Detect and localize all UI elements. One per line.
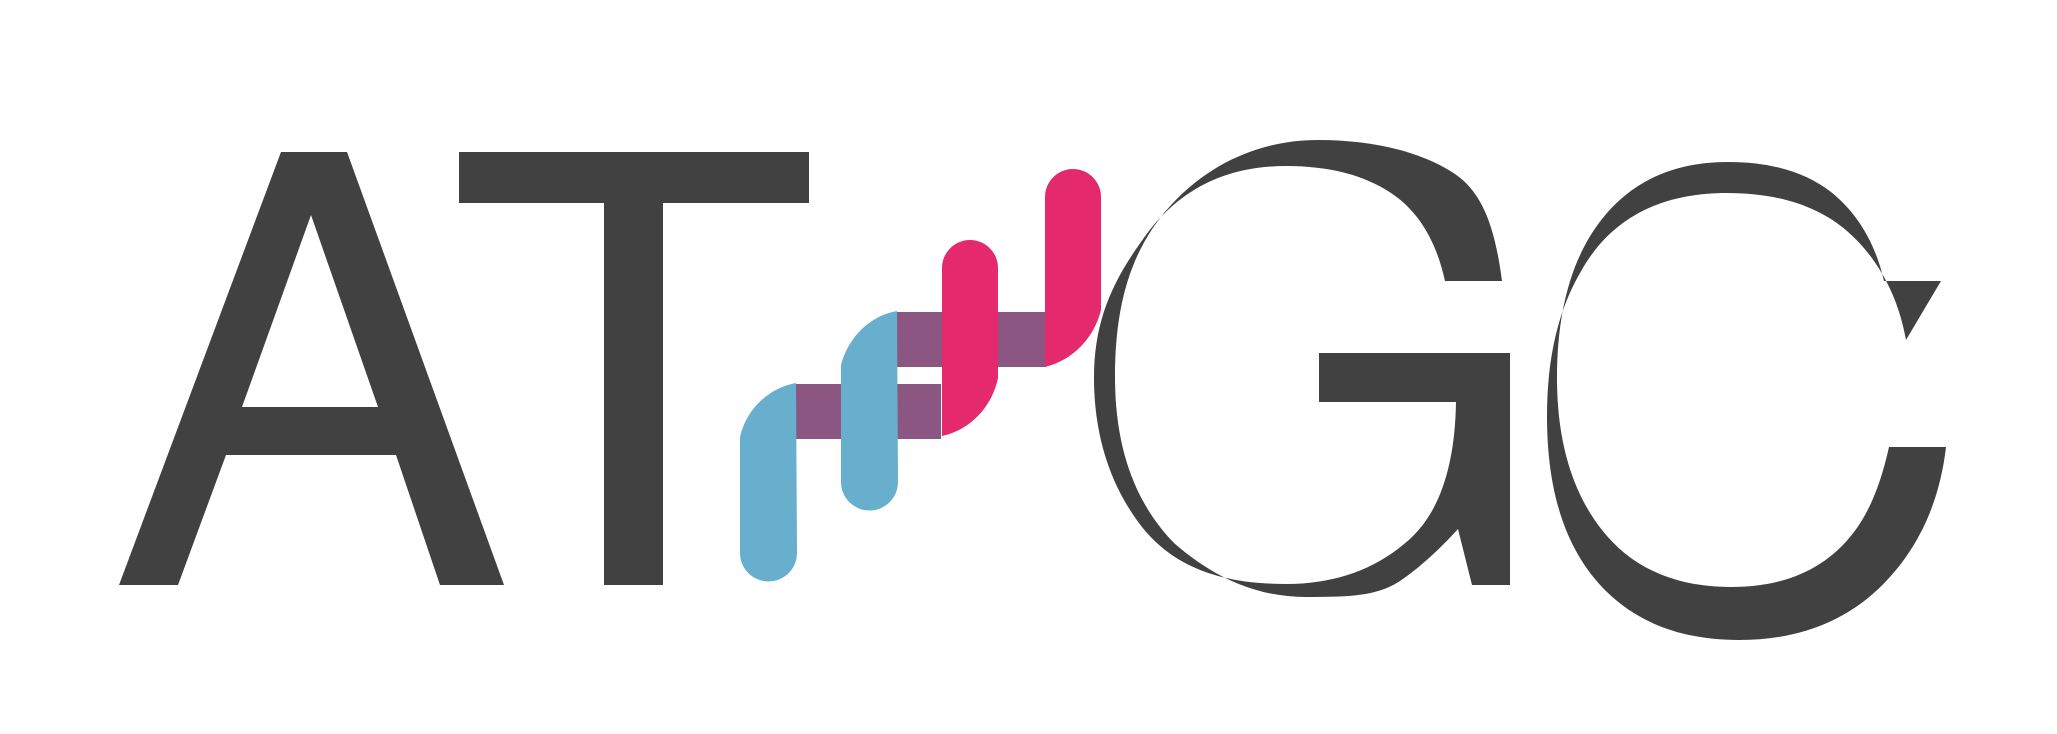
letter-a: [119, 152, 504, 585]
letter-g: [1094, 140, 1510, 597]
letter-t: [459, 152, 809, 585]
dna-helix-icon: [740, 169, 1101, 582]
blue-strand: [841, 311, 898, 511]
letter-c: [1547, 162, 1946, 640]
blue-strand: [740, 383, 797, 582]
pink-strand: [1045, 169, 1101, 367]
pink-strand: [942, 240, 998, 436]
